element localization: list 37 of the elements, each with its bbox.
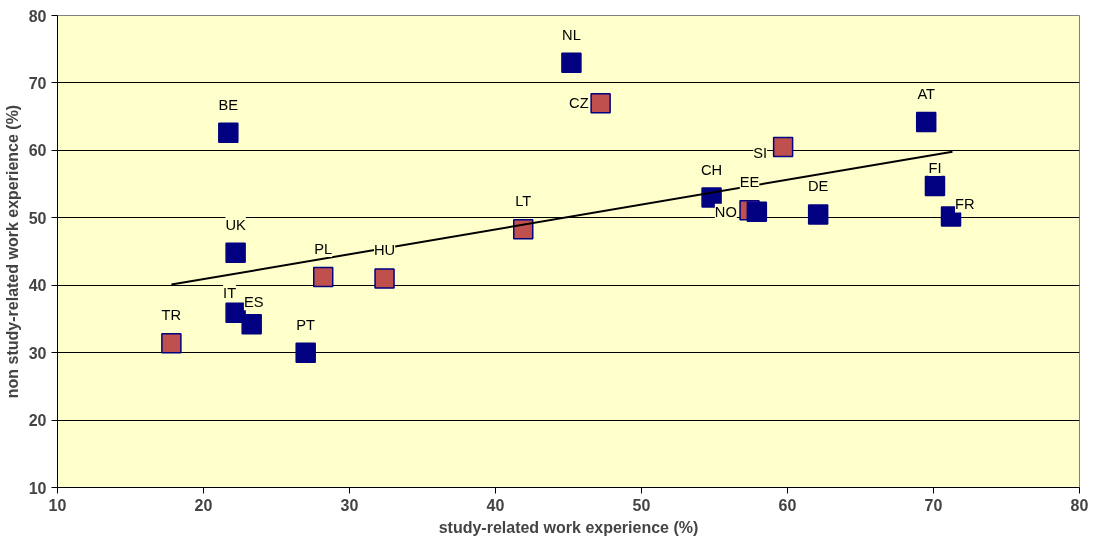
annotation: CH [701,161,723,178]
annotation: DE [807,178,829,195]
annotation: NO [714,203,737,220]
y-tick-label: 40 [28,277,47,295]
x-tick-label: 50 [632,496,651,514]
y-tick-label: 30 [28,344,47,362]
y-tick-label: 60 [28,142,47,160]
x-tick-label: 30 [340,496,359,514]
y-tick-label: 80 [28,7,47,25]
annotation: TR [161,307,182,324]
annotation: CZ [569,95,589,112]
x-axis-title: study-related work experience (%) [438,518,699,536]
annotation: IT [223,284,237,301]
x-tick-label: 10 [48,496,67,514]
annotation: PL [314,241,333,258]
y-axis-title: non study-related work experience (%) [3,104,21,399]
x-tick-label: 70 [924,496,943,514]
y-tick-label: 50 [28,209,47,227]
annotation: FI [928,160,942,177]
annotation: NL [562,26,581,43]
annotation: UK [225,216,247,233]
annotation: FR [955,196,975,213]
annotation: LT [515,193,532,210]
x-tick-label: 40 [486,496,505,514]
annotation: EE [739,174,760,191]
annotation: BE [218,96,239,113]
annotation: HU [373,242,396,259]
x-tick-label: 80 [1070,496,1089,514]
y-tick-label: 10 [28,479,47,497]
annotation: SI [753,144,768,161]
y-tick-label: 20 [28,412,47,430]
y-tick-label: 70 [28,74,47,92]
annotation: PT [296,316,316,333]
x-tick-label: 60 [778,496,797,514]
annotation: AT [917,86,936,103]
x-tick-label: 20 [194,496,213,514]
annotation: ES [243,294,264,311]
